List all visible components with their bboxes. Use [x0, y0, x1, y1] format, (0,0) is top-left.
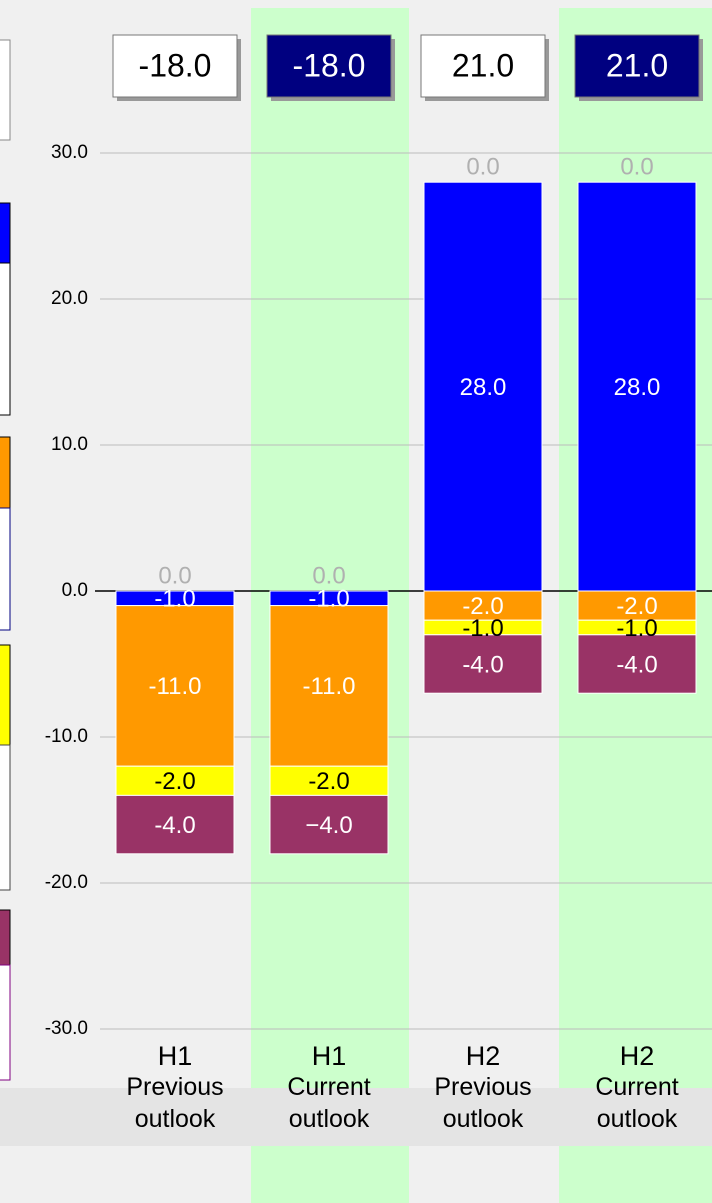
subcategory: Previous outlook: [434, 1073, 532, 1133]
y-tick-label: 30.0: [51, 142, 88, 163]
value-label: -11.0: [149, 673, 202, 700]
legend-box: [0, 39, 11, 141]
legend-swatch: [0, 202, 11, 264]
total-box: [420, 34, 546, 98]
legend-swatch: [0, 436, 11, 509]
legend-swatch: [0, 644, 11, 746]
value-label: -1.0: [462, 615, 503, 642]
bar-segment: [577, 634, 697, 694]
category: H2: [619, 1041, 655, 1071]
x-tick-label: H1 Current outlook: [254, 1041, 404, 1135]
value-label: 0.0: [158, 562, 191, 589]
bar-segment: [115, 794, 235, 855]
value-label: -11.0: [303, 673, 356, 700]
value-label: 28.0: [614, 374, 661, 401]
value-label: 0.0: [620, 154, 653, 181]
category: H1: [157, 1041, 193, 1071]
value-label: 0.0: [312, 562, 345, 589]
bar-segment: [269, 794, 389, 855]
category: H1: [311, 1041, 347, 1071]
value-label: -2.0: [616, 593, 657, 620]
value-label: -2.0: [154, 768, 195, 795]
value-label: -2.0: [308, 768, 349, 795]
y-tick-label: 0.0: [62, 580, 88, 601]
y-tick-label: -10.0: [45, 726, 88, 747]
bar-segment: [115, 765, 235, 796]
bar-segment: [269, 765, 389, 796]
total-box: [266, 34, 392, 98]
legend-fragment: [0, 39, 11, 1081]
value-label: -1.0: [616, 615, 657, 642]
total-label: -18.0: [139, 47, 212, 83]
x-tick-label: H2 Current outlook: [562, 1041, 712, 1135]
value-label: -1.0: [154, 586, 195, 613]
bar-segment: [577, 181, 697, 592]
y-tick-label: -30.0: [45, 1018, 88, 1039]
y-tick-label: 20.0: [51, 288, 88, 309]
bar-segment: [423, 181, 543, 592]
subcategory: Current outlook: [595, 1073, 679, 1133]
bar-segment: [423, 634, 543, 694]
legend-box: [0, 262, 11, 416]
subcategory: Current outlook: [287, 1073, 371, 1133]
legend-swatch: [0, 909, 11, 966]
bottom-strip: [0, 1088, 712, 1146]
plot: -30.0 -20.0 -10.0 0.0 10.0 20.0 30.0 -1.0 -11.0 -…: [45, 34, 712, 1039]
legend-box: [0, 744, 11, 891]
value-label: 0.0: [466, 154, 499, 181]
legend-box: [0, 507, 11, 631]
y-tick-label: 10.0: [51, 434, 88, 455]
total-label: 21.0: [606, 47, 668, 83]
total-label: 21.0: [452, 47, 514, 83]
value-label: -4.0: [616, 651, 657, 678]
value-label: −4.0: [305, 812, 352, 839]
value-label: -1.0: [308, 586, 349, 613]
x-tick-label: H1 Previous outlook: [100, 1041, 250, 1135]
value-label: 28.0: [460, 374, 507, 401]
y-tick-label: -20.0: [45, 872, 88, 893]
total-label: -18.0: [293, 47, 366, 83]
total-box: [574, 34, 700, 98]
x-tick-label: H2 Previous outlook: [408, 1041, 558, 1135]
total-box: [112, 34, 238, 98]
category: H2: [465, 1041, 501, 1071]
value-label: -2.0: [462, 593, 503, 620]
value-label: -4.0: [154, 812, 195, 839]
subcategory: Previous outlook: [126, 1073, 224, 1133]
bar-segment: [269, 605, 389, 767]
legend-box: [0, 964, 11, 1081]
value-label: -4.0: [462, 651, 503, 678]
bar-segment: [115, 605, 235, 767]
